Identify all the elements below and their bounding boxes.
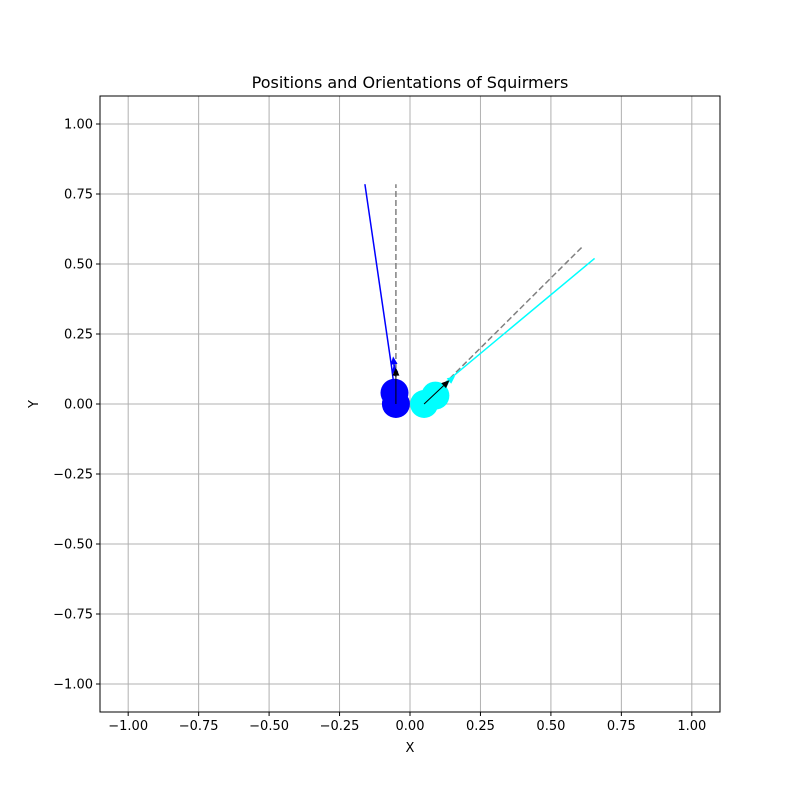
y-tick-label: −1.00 (53, 678, 93, 693)
velocity-arrow-1-shaft (423, 385, 444, 405)
y-axis-label: Y (27, 400, 42, 409)
velocity-arrow-1-head (441, 380, 450, 389)
y-tick-label: −0.75 (53, 608, 93, 623)
x-tick-label: −1.00 (108, 719, 148, 734)
y-tick-label: −0.50 (53, 538, 93, 553)
chart-title: Positions and Orientations of Squirmers (252, 73, 569, 92)
y-tick-label: 0.00 (64, 398, 93, 413)
x-tick-label: −0.25 (320, 719, 360, 734)
x-tick-label: −0.75 (179, 719, 219, 734)
x-tick-label: 0.25 (466, 719, 495, 734)
x-tick-label: −0.50 (249, 719, 289, 734)
y-tick-label: 0.50 (64, 258, 93, 273)
x-tick-label: 0.75 (607, 719, 636, 734)
grid (100, 96, 720, 712)
cyan-squirmer-orientation-arrow-1-head (446, 376, 456, 384)
axis-ticks: −1.00 −0.75 −0.50 −0.25 0.00 0.25 0.50 0.75 1.00… (53, 118, 706, 735)
x-tick-label: 1.00 (677, 719, 706, 734)
x-axis-label: X (406, 741, 415, 756)
blue-squirmer-position-1 (380, 378, 409, 407)
x-tick-label: 0.00 (396, 719, 425, 734)
y-tick-label: 0.25 (64, 328, 93, 343)
blue-squirmer-orientation-arrow-0-head (390, 356, 398, 365)
y-tick-label: 0.75 (64, 188, 93, 203)
y-tick-label: 1.00 (64, 118, 93, 133)
plot-area (364, 184, 596, 418)
velocity-arrow-0-head (392, 367, 400, 376)
y-tick-label: −0.25 (53, 468, 93, 483)
x-tick-label: 0.50 (536, 719, 565, 734)
